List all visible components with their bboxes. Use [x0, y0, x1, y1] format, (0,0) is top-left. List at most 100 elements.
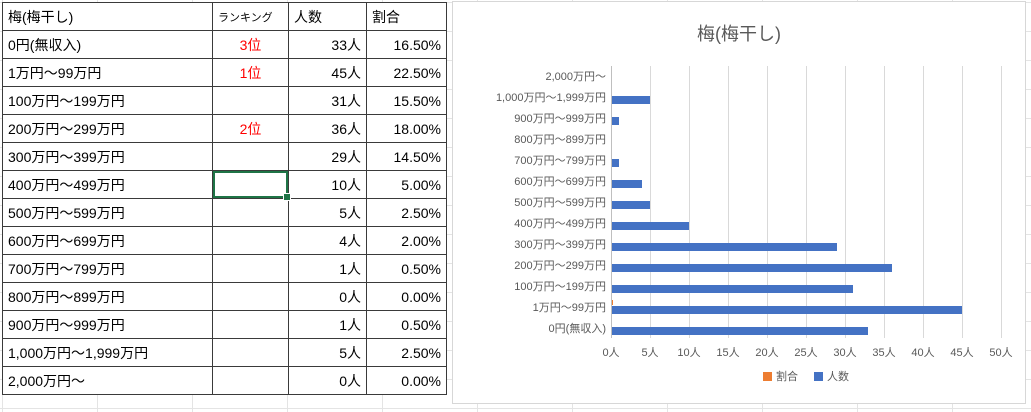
cell-percent[interactable]: 2.50% — [366, 338, 447, 367]
cell-income-label[interactable]: 700万円〜799万円 — [2, 254, 213, 283]
cell-rank[interactable] — [212, 254, 289, 283]
cell-percent[interactable]: 22.50% — [366, 58, 447, 87]
gridline — [884, 66, 885, 338]
gridline — [806, 66, 807, 338]
cell-rank[interactable] — [212, 170, 291, 201]
cell-count[interactable]: 45人 — [288, 58, 367, 87]
cell-income-label[interactable]: 300万円〜399万円 — [2, 142, 213, 171]
cell-income-label[interactable]: 800万円〜899万円 — [2, 282, 213, 311]
chart-object[interactable]: 梅(梅干し) 2,000万円〜 1,000万円〜1,999万円 900万円〜999万… — [452, 1, 1026, 404]
bar-count[interactable] — [611, 263, 892, 272]
cell-rank[interactable]: 3位 — [212, 30, 289, 59]
table-row: 1,000万円〜1,999万円 5人 2.50% — [2, 338, 447, 367]
table-row: 200万円〜299万円 2位 36人 18.00% — [2, 114, 447, 143]
cell-income-label[interactable]: 400万円〜499万円 — [2, 170, 213, 199]
category-label: 300万円〜399万円 — [514, 238, 606, 251]
category-label: 500万円〜599万円 — [514, 196, 606, 209]
bar-band — [611, 296, 1001, 317]
column-header-2[interactable]: 人数 — [288, 2, 367, 31]
category-label: 600万円〜699万円 — [514, 176, 606, 189]
x-tick-label: 10人 — [677, 347, 701, 359]
table-row: 900万円〜999万円 1人 0.50% — [2, 310, 447, 339]
cell-count[interactable]: 5人 — [288, 198, 367, 227]
fill-handle[interactable] — [283, 193, 291, 201]
cell-percent[interactable]: 0.00% — [366, 366, 447, 395]
gridline — [962, 66, 963, 338]
cell-income-label[interactable]: 200万円〜299万円 — [2, 114, 213, 143]
cell-percent[interactable]: 0.50% — [366, 254, 447, 283]
bar-band — [611, 150, 1001, 171]
cell-income-label[interactable]: 2,000万円〜 — [2, 366, 213, 395]
cell-income-label[interactable]: 0円(無収入) — [2, 30, 213, 59]
bar-count[interactable] — [611, 284, 853, 293]
legend-item[interactable]: 人数 — [814, 368, 849, 384]
cell-rank[interactable] — [212, 142, 289, 171]
x-tick-label: 0人 — [602, 347, 620, 359]
column-header-0[interactable]: 梅(梅干し) — [2, 2, 213, 31]
cell-count[interactable]: 5人 — [288, 338, 367, 367]
bar-band — [611, 275, 1001, 296]
cell-rank[interactable] — [212, 338, 289, 367]
cell-income-label[interactable]: 100万円〜199万円 — [2, 86, 213, 115]
cell-income-label[interactable]: 500万円〜599万円 — [2, 198, 213, 227]
cell-count[interactable]: 1人 — [288, 254, 367, 283]
cell-percent[interactable]: 0.00% — [366, 282, 447, 311]
cell-income-label[interactable]: 900万円〜999万円 — [2, 310, 213, 339]
cell-percent[interactable]: 2.50% — [366, 198, 447, 227]
cell-income-label[interactable]: 1万円〜99万円 — [2, 58, 213, 87]
bar-count[interactable] — [611, 305, 962, 314]
cell-income-label[interactable]: 1,000万円〜1,999万円 — [2, 338, 213, 367]
table-row: 300万円〜399万円 29人 14.50% — [2, 142, 447, 171]
category-label: 2,000万円〜 — [545, 71, 606, 84]
legend-item[interactable]: 割合 — [763, 368, 798, 384]
bar-rows — [611, 66, 1001, 338]
cell-percent[interactable]: 0.50% — [366, 310, 447, 339]
cell-percent[interactable]: 5.00% — [366, 170, 447, 199]
cell-rank[interactable]: 2位 — [212, 114, 289, 143]
cell-rank[interactable] — [212, 366, 289, 395]
bar-band — [611, 66, 1001, 87]
cell-count[interactable]: 36人 — [288, 114, 367, 143]
x-tick-label: 50人 — [989, 347, 1013, 359]
cell-count[interactable]: 0人 — [288, 366, 367, 395]
cell-count[interactable]: 10人 — [288, 170, 367, 199]
bar-count[interactable] — [611, 242, 838, 251]
table-row: 2,000万円〜 0人 0.00% — [2, 366, 447, 395]
legend-label: 割合 — [776, 371, 798, 383]
cell-rank[interactable]: 1位 — [212, 58, 289, 87]
cell-percent[interactable]: 16.50% — [366, 30, 447, 59]
cell-count[interactable]: 29人 — [288, 142, 367, 171]
bar-count[interactable] — [611, 326, 869, 335]
bar-count[interactable] — [611, 180, 643, 189]
bar-count[interactable] — [611, 221, 689, 230]
table-body: 0円(無収入) 3位 33人 16.50% 1万円〜99万円 1位 45人 22.50% 100… — [2, 30, 447, 395]
cell-rank[interactable] — [212, 198, 289, 227]
bar-count[interactable] — [611, 159, 619, 168]
cell-rank[interactable] — [212, 282, 289, 311]
column-header-3[interactable]: 割合 — [366, 2, 447, 31]
cell-rank[interactable] — [212, 226, 289, 255]
chart-title: 梅(梅干し) — [697, 24, 781, 44]
cell-count[interactable]: 4人 — [288, 226, 367, 255]
cell-rank[interactable] — [212, 86, 289, 115]
cell-percent[interactable]: 2.00% — [366, 226, 447, 255]
cell-count[interactable]: 0人 — [288, 282, 367, 311]
cell-count[interactable]: 1人 — [288, 310, 367, 339]
table-row: 400万円〜499万円 10人 5.00% — [2, 170, 447, 201]
x-tick-label: 5人 — [641, 347, 659, 359]
column-header-1[interactable]: ランキング — [212, 2, 289, 31]
table-row: 800万円〜899万円 0人 0.00% — [2, 282, 447, 311]
cell-percent[interactable]: 14.50% — [366, 142, 447, 171]
cell-percent[interactable]: 18.00% — [366, 114, 447, 143]
cell-count[interactable]: 31人 — [288, 86, 367, 115]
bar-band — [611, 254, 1001, 275]
cell-percent[interactable]: 15.50% — [366, 86, 447, 115]
bar-count[interactable] — [611, 96, 650, 105]
bar-count[interactable] — [611, 117, 619, 126]
cell-rank[interactable] — [212, 310, 289, 339]
bar-count[interactable] — [611, 200, 650, 209]
cell-income-label[interactable]: 600万円〜699万円 — [2, 226, 213, 255]
gridline — [767, 66, 768, 338]
cell-count[interactable]: 33人 — [288, 30, 367, 59]
bar-band — [611, 192, 1001, 213]
